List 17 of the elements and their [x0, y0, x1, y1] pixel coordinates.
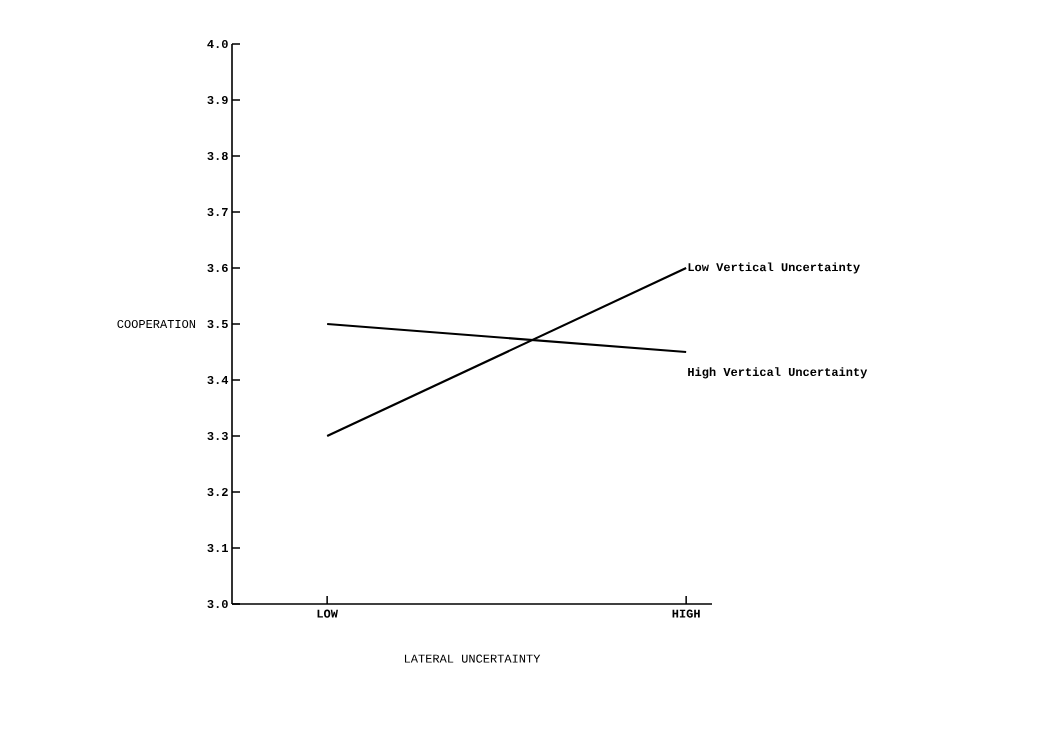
y-axis-title: COOPERATION: [117, 319, 196, 329]
y-tick-label: 3.3: [207, 431, 228, 441]
y-tick-label: 3.2: [207, 487, 228, 497]
y-tick-label: 3.1: [207, 543, 228, 553]
y-tick-label: 4.0: [207, 39, 228, 49]
series-label: High Vertical Uncertainty: [688, 367, 868, 379]
y-tick-label: 3.5: [207, 319, 228, 329]
x-tick-label: LOW: [317, 609, 338, 618]
series-label: Low Vertical Uncertainty: [688, 262, 860, 274]
y-tick-label: 3.6: [207, 263, 228, 273]
x-axis-title: LATERAL UNCERTAINTY: [404, 654, 541, 663]
y-tick-label: 3.4: [207, 375, 229, 385]
y-tick-label: 3.7: [207, 207, 228, 217]
y-tick-label: 3.9: [207, 95, 228, 105]
x-tick-label: HIGH: [672, 609, 700, 618]
y-tick-label: 3.8: [207, 151, 228, 161]
y-tick-label: 3.0: [207, 599, 228, 609]
